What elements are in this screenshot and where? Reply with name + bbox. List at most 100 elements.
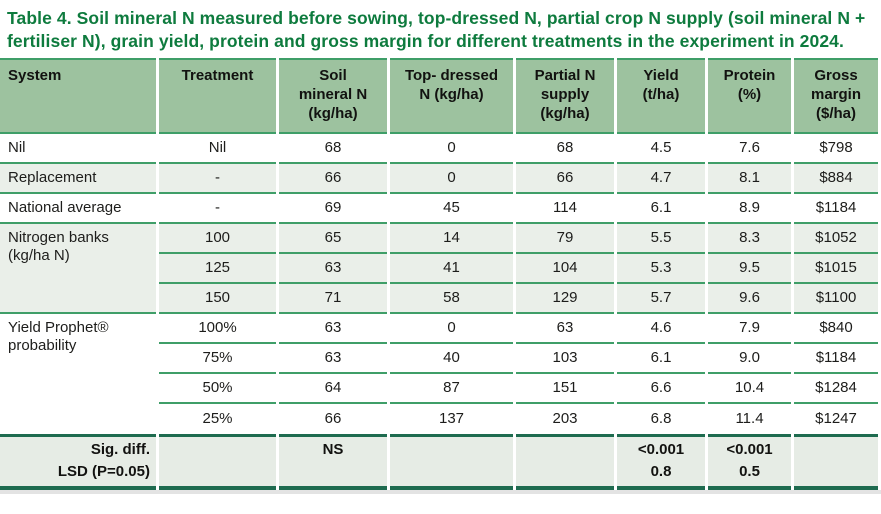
- value-cell: 8.1: [708, 164, 791, 194]
- system-cell: Nil: [0, 134, 156, 164]
- value-cell: 14: [390, 224, 513, 254]
- table-footer: Sig. diff. LSD (P=0.05) NS <0.001 0.8 <0…: [0, 434, 878, 490]
- value-cell: 5.5: [617, 224, 705, 254]
- value-cell: 63: [279, 344, 387, 374]
- system-cell: National average: [0, 194, 156, 224]
- value-cell: 6.1: [617, 194, 705, 224]
- value-cell: 4.7: [617, 164, 705, 194]
- footer-gross-margin-cell: [794, 434, 878, 490]
- footer-partial-n-cell: [516, 434, 614, 490]
- col-header-system: System: [0, 58, 156, 134]
- value-cell: 0: [390, 134, 513, 164]
- lsd-label: LSD (P=0.05): [57, 463, 150, 480]
- value-cell: 6.1: [617, 344, 705, 374]
- table-row: Nitrogen banks (kg/ha N) 100 65 14 79 5.5 8.3 $…: [0, 224, 878, 314]
- table-row: 150 71 58 129 5.7 9.6 $1100: [0, 284, 878, 314]
- value-cell: 8.3: [708, 224, 791, 254]
- col-header-protein: Protein (%): [708, 58, 791, 134]
- value-cell: 41: [390, 254, 513, 284]
- footer-protein-cell: <0.001 0.5: [708, 434, 791, 490]
- col-header-treatment: Treatment: [159, 58, 276, 134]
- treatment-cell: 50%: [159, 374, 276, 404]
- treatment-cell: 150: [159, 284, 276, 314]
- value-cell: 65: [279, 224, 387, 254]
- table-row: 75% 63 40 103 6.1 9.0 $1184: [0, 344, 878, 374]
- value-cell: 5.7: [617, 284, 705, 314]
- system-cell: Yield Prophet® probability: [0, 314, 156, 434]
- value-cell: 71: [279, 284, 387, 314]
- value-cell: 9.5: [708, 254, 791, 284]
- value-cell: 11.4: [708, 404, 791, 434]
- table-row: Yield Prophet® probability 100% 63 0 63 4.6 7.…: [0, 314, 878, 434]
- treatment-cell: -: [159, 194, 276, 224]
- value-cell: 87: [390, 374, 513, 404]
- value-cell: $1247: [794, 404, 878, 434]
- value-cell: 4.5: [617, 134, 705, 164]
- value-cell: $884: [794, 164, 878, 194]
- value-cell: 0: [390, 164, 513, 194]
- value-cell: 64: [279, 374, 387, 404]
- footer-yield-cell: <0.001 0.8: [617, 434, 705, 490]
- value-cell: 8.9: [708, 194, 791, 224]
- treatment-cell: 100%: [159, 314, 276, 344]
- table-row: 25% 66 137 203 6.8 11.4 $1247: [0, 404, 878, 434]
- value-cell: 6.6: [617, 374, 705, 404]
- page-edge-strip: [0, 490, 881, 494]
- system-cell: Replacement: [0, 164, 156, 194]
- value-cell: 104: [516, 254, 614, 284]
- footer-top-dressed-cell: [390, 434, 513, 490]
- value-cell: 4.6: [617, 314, 705, 344]
- value-cell: 7.6: [708, 134, 791, 164]
- value-cell: 66: [279, 164, 387, 194]
- header-row: System Treatment Soil mineral N (kg/ha) …: [0, 58, 878, 134]
- footer-treatment-cell: [159, 434, 276, 490]
- sig-diff-label-cell: Sig. diff. LSD (P=0.05): [0, 434, 156, 490]
- table-row: 50% 64 87 151 6.6 10.4 $1284: [0, 374, 878, 404]
- col-header-gross-margin: Gross margin ($/ha): [794, 58, 878, 134]
- table-body: Nil Nil 68 0 68 4.5 7.6 $798 Replacement -66 0 66 4.…: [0, 134, 878, 434]
- value-cell: 66: [516, 164, 614, 194]
- table-caption: Table 4. Soil mineral N measured before …: [7, 8, 866, 51]
- value-cell: $840: [794, 314, 878, 344]
- value-cell: $1100: [794, 284, 878, 314]
- value-cell: 66: [279, 404, 387, 434]
- value-cell: 68: [279, 134, 387, 164]
- value-cell: 137: [390, 404, 513, 434]
- value-cell: 5.3: [617, 254, 705, 284]
- value-cell: $1184: [794, 194, 878, 224]
- treatment-cell: 100: [159, 224, 276, 254]
- value-cell: 58: [390, 284, 513, 314]
- value-cell: 63: [279, 314, 387, 344]
- value-cell: $1184: [794, 344, 878, 374]
- value-cell: $798: [794, 134, 878, 164]
- value-cell: $1015: [794, 254, 878, 284]
- table-row: National average -69 45 114 6.1 8.9 $1184: [0, 194, 878, 224]
- treatment-cell: -: [159, 164, 276, 194]
- value-cell: 68: [516, 134, 614, 164]
- value-cell: 151: [516, 374, 614, 404]
- value-cell: 103: [516, 344, 614, 374]
- protein-lsd-value: 0.5: [739, 463, 760, 480]
- treatment-cell: 125: [159, 254, 276, 284]
- value-cell: 129: [516, 284, 614, 314]
- value-cell: 10.4: [708, 374, 791, 404]
- col-header-yield: Yield (t/ha): [617, 58, 705, 134]
- col-header-top-dressed-n: Top- dressed N (kg/ha): [390, 58, 513, 134]
- value-cell: 79: [516, 224, 614, 254]
- value-cell: 9.0: [708, 344, 791, 374]
- value-cell: $1284: [794, 374, 878, 404]
- value-cell: 203: [516, 404, 614, 434]
- value-cell: $1052: [794, 224, 878, 254]
- value-cell: 45: [390, 194, 513, 224]
- value-cell: 69: [279, 194, 387, 224]
- value-cell: 6.8: [617, 404, 705, 434]
- value-cell: 63: [279, 254, 387, 284]
- col-header-soil-mineral-n: Soil mineral N (kg/ha): [279, 58, 387, 134]
- value-cell: 9.6: [708, 284, 791, 314]
- footer-row: Sig. diff. LSD (P=0.05) NS <0.001 0.8 <0…: [0, 434, 878, 490]
- protein-sig-value: <0.001: [726, 441, 773, 458]
- table-row: Nil Nil 68 0 68 4.5 7.6 $798: [0, 134, 878, 164]
- footer-soil-mineral-n-cell: NS: [279, 434, 387, 490]
- table-row: 125 63 41 104 5.3 9.5 $1015: [0, 254, 878, 284]
